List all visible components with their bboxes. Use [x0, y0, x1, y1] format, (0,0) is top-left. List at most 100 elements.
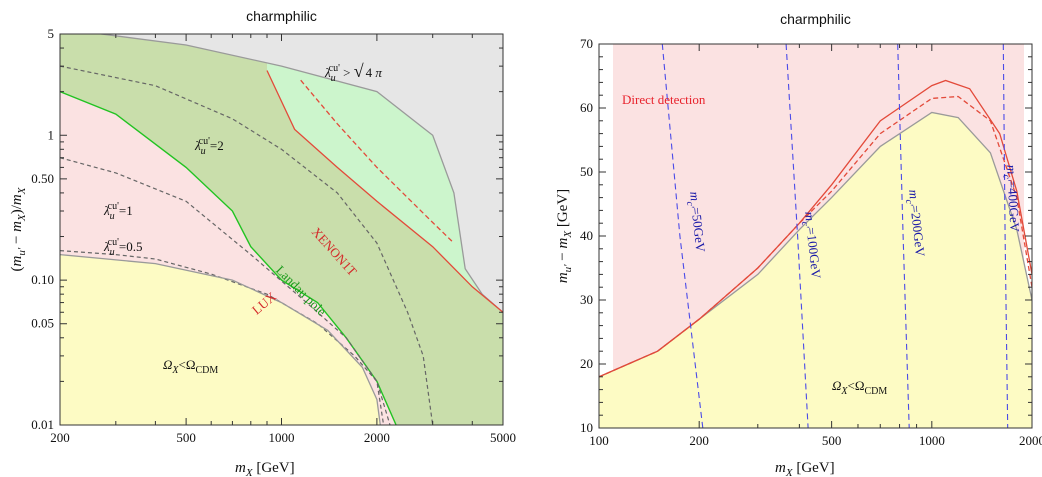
curve--x-cdm-boundary	[60, 253, 381, 425]
y-axis-label: (mu' − mX)/mX	[9, 186, 28, 271]
panel-title: charmphilic	[780, 11, 851, 27]
x-axis-label-part: X	[785, 467, 794, 477]
y-axis-label-part: m	[555, 272, 571, 283]
y-axis-label-part: X	[16, 213, 28, 222]
anno-mc-2-part: c'	[799, 221, 811, 230]
y-axis-label-part: [GeV]	[555, 189, 571, 231]
anno-lambda-05-part: u	[110, 247, 115, 258]
anno-mc-4-part: c'	[1001, 174, 1012, 182]
anno-perturbativity-part: π	[372, 65, 382, 80]
x-axis-label: mX [GeV]	[775, 460, 835, 477]
anno-mc-4-part: =400GeV	[1005, 180, 1023, 233]
x-axis-label-part: m	[775, 460, 786, 476]
curve--u-cu-4-boundary	[101, 34, 503, 313]
x-tick-label: 200	[689, 433, 709, 448]
left-panel: 200 500 1000 2000 5000 0.01 0.05 0.10 0.50 1 5 char…	[9, 8, 516, 477]
x-tick-label: 200	[50, 430, 70, 445]
anno-lambda-1-part: =1	[119, 203, 133, 218]
curve--1	[60, 157, 391, 425]
y-tick-label: 0.05	[31, 316, 54, 331]
anno-lambda-05-part: =0.5	[119, 239, 143, 254]
curve--0-5	[60, 250, 385, 425]
anno-relic-part: <Ω	[848, 378, 865, 393]
anno-mc-2-part: m	[802, 211, 818, 222]
anno-mc-2: mc'=100GeV	[798, 211, 824, 281]
y-axis-label-part: −	[555, 248, 571, 264]
x-tick-label: 1000	[269, 430, 295, 445]
anno-mc-1-part: m	[687, 191, 703, 202]
y-tick-label: 50	[580, 164, 593, 179]
anno-lambda-1-part: u	[110, 211, 115, 222]
anno-relic: ΩX<ΩCDM	[163, 357, 218, 376]
curve-landau-pole	[60, 90, 397, 425]
x-axis-label: mX [GeV]	[235, 460, 295, 477]
anno-mc-2-part: =100GeV	[804, 227, 824, 280]
x-axis-label-part: m	[235, 460, 246, 476]
y-axis-label-part: −	[9, 232, 25, 248]
y-axis-label: mu' − mX [GeV]	[555, 189, 574, 283]
y-tick-label: 40	[580, 228, 593, 243]
anno-lambda-05-part: λ	[103, 239, 110, 254]
anno-lambda-2-part: =2	[210, 138, 224, 153]
region-relic	[60, 254, 381, 425]
x-axis-label-part: [GeV]	[253, 460, 295, 476]
curve-m-c-400gev	[1002, 44, 1009, 428]
x-tick-label: 1000	[919, 433, 945, 448]
y-tick-label: 70	[580, 36, 593, 51]
anno-mc-4: mc'=400GeV	[1000, 164, 1023, 233]
curve-m-c-200gev	[897, 44, 910, 428]
y-tick-label: 20	[580, 356, 593, 371]
anno-relic-part: CDM	[196, 365, 219, 376]
anno-perturbativity-part: √	[354, 61, 364, 81]
anno-mc-3-part: =200GeV	[908, 205, 928, 258]
anno-mc-4-part: m	[1004, 164, 1019, 174]
x-tick-label: 5000	[490, 430, 516, 445]
curve-lux	[266, 70, 503, 313]
anno-lambda-2-part: u	[201, 146, 206, 157]
y-axis-label-part: u'	[16, 247, 28, 256]
anno-perturbativity-part: >	[340, 65, 354, 80]
y-tick-label: 0.50	[31, 171, 54, 186]
anno-lambda-05: λucu'=0.5	[103, 237, 142, 258]
x-axis-label-part: [GeV]	[793, 460, 835, 476]
anno-relic-part: Ω	[832, 378, 841, 393]
anno-relic-part: X	[171, 365, 179, 376]
curve-xenon1t	[300, 79, 455, 244]
anno-lambda-2: λucu'=2	[194, 136, 224, 157]
y-tick-label: 1	[48, 127, 55, 142]
x-tick-label: 100	[589, 433, 609, 448]
anno-lambda-2-part: cu'	[199, 136, 210, 147]
y-axis-label-part: m	[9, 194, 25, 205]
anno-mc-3-part: c'	[903, 199, 915, 208]
curve--2	[60, 65, 434, 425]
region-relic	[599, 112, 1032, 428]
y-axis-label-part: (	[9, 267, 25, 272]
anno-lambda-1: λucu'=1	[103, 201, 133, 222]
anno-relic-part: Ω	[163, 357, 172, 372]
x-tick-label: 500	[822, 433, 842, 448]
y-axis-label-part: X	[562, 230, 574, 239]
anno-relic-part: CDM	[865, 386, 888, 397]
anno-mc-1: mc'=50GeV	[683, 191, 708, 254]
anno-perturbativity-part: cu'	[329, 63, 340, 74]
anno-perturbativity-part: 4	[366, 65, 373, 80]
y-axis-label-part: X	[16, 186, 28, 195]
anno-perturbativity: λucu' > √ 4 π	[324, 61, 382, 84]
x-tick-label: 2000	[364, 430, 390, 445]
curve-xenon1t	[599, 95, 1032, 378]
anno-perturbativity-part: λ	[324, 65, 331, 80]
y-tick-label: 0.01	[31, 417, 54, 432]
curve-m-c-100gev	[785, 44, 809, 428]
y-tick-label: 30	[580, 292, 593, 307]
y-tick-label: 10	[580, 420, 593, 435]
anno-mc-3: mc'=200GeV	[902, 189, 928, 259]
y-tick-label: 60	[580, 100, 593, 115]
y-axis-label-part: m	[9, 221, 25, 232]
anno-relic-part: <Ω	[179, 357, 196, 372]
y-axis-label-part: m	[9, 256, 25, 267]
x-tick-label: 500	[176, 430, 196, 445]
right-panel: 100 200 500 1000 2000 10 20 30 40 50 60 70 charmphil…	[555, 11, 1042, 477]
anno-direct-detection: Direct detection	[622, 92, 706, 107]
